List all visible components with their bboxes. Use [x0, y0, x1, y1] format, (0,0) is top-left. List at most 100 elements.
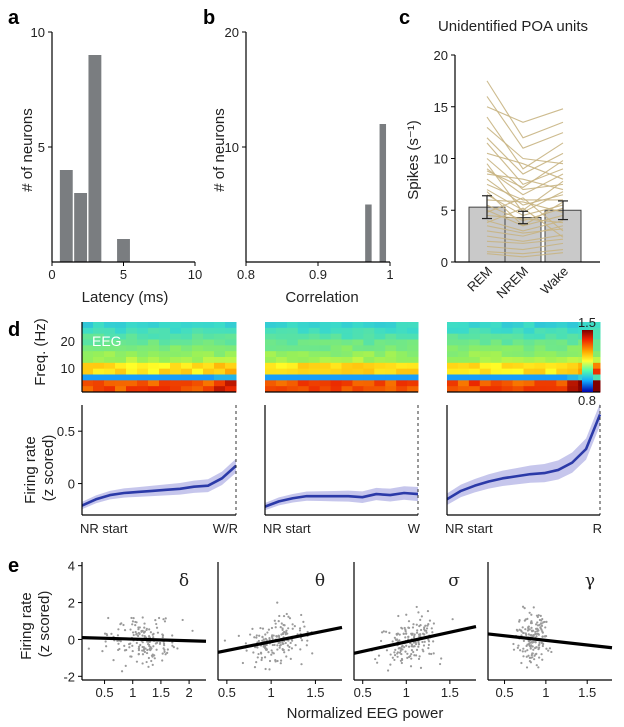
scatter-point: [105, 645, 108, 648]
spectrogram-cell: [341, 368, 353, 375]
scatter-point: [290, 647, 294, 650]
scatter-point: [143, 650, 146, 654]
spectrogram-cell: [447, 386, 459, 393]
spectrogram-cell: [203, 374, 215, 381]
scatter-point: [421, 640, 424, 644]
spectrogram-cell: [385, 362, 397, 370]
scatter-ylabel-line2: (z scored): [36, 591, 53, 658]
spectrogram-cell: [181, 357, 193, 364]
spectrogram-cell: [490, 374, 503, 381]
scatter-point: [303, 625, 306, 628]
unit-line: [486, 152, 564, 180]
scatter-point: [527, 633, 530, 636]
firing-start-label: NR start: [263, 521, 311, 536]
scatter-point: [270, 626, 274, 630]
spectrogram-cell: [93, 339, 105, 346]
spectrogram-cell: [265, 345, 277, 352]
scatter-point: [430, 652, 433, 656]
scatter-point: [421, 648, 424, 651]
scatter-point: [414, 641, 417, 644]
unit-line: [486, 225, 564, 237]
state-category-label: NREM: [493, 264, 531, 302]
spectrogram-cell: [308, 362, 321, 370]
unit-line: [486, 199, 564, 213]
spectrogram-cell: [545, 362, 557, 370]
scatter-point: [541, 635, 544, 638]
scatter-point: [534, 641, 537, 644]
scatter-point: [143, 647, 146, 651]
scatter-point: [427, 643, 430, 646]
scatter-point: [258, 634, 261, 637]
scatter-point: [423, 640, 426, 643]
spectrogram-cell: [468, 380, 481, 387]
spectrogram-cell: [396, 339, 408, 346]
scatter-point: [413, 654, 416, 657]
spectrogram-cell: [93, 368, 105, 375]
spectrogram-cell: [93, 362, 105, 370]
spectrogram-cell: [286, 386, 299, 393]
spectrogram-cell: [341, 374, 353, 381]
spectrogram-cell: [512, 374, 524, 381]
spectrogram-cell: [490, 339, 503, 346]
unit-line: [486, 160, 564, 189]
spectrogram-cell: [330, 362, 342, 370]
scatter-point: [419, 618, 422, 621]
spectrogram-cell: [319, 345, 332, 352]
spectrogram-cell: [225, 327, 237, 335]
band-label: δ: [179, 571, 189, 591]
spectrogram-cell: [297, 322, 310, 329]
scatter-point: [525, 644, 528, 648]
scatter-point: [268, 637, 271, 640]
panel-d-firing-plots: NR start W/R 0 0.5 NR start W NR start R: [57, 403, 602, 536]
panel-b-xlabel: Correlation: [285, 289, 358, 306]
scatter-point: [105, 634, 109, 637]
scatter-point: [524, 628, 527, 631]
spectrogram-cell: [148, 380, 160, 387]
firing-ylabel-line1: Firing rate: [22, 436, 39, 504]
unit-line: [486, 106, 564, 123]
scatter-y-tick-label: -2: [63, 669, 75, 684]
scatter-point: [518, 620, 521, 623]
spectrogram-cell: [192, 362, 204, 370]
scatter-point: [152, 645, 155, 648]
spectrogram-cell: [319, 357, 332, 364]
scatter-point: [404, 636, 407, 639]
scatter-point: [406, 652, 409, 655]
scatter-point: [141, 649, 144, 652]
scatter-point: [155, 622, 158, 626]
scatter-point: [249, 633, 252, 636]
spectrogram-cell: [170, 333, 182, 340]
scatter-point: [135, 621, 138, 624]
spectrogram-cell: [170, 339, 182, 346]
scatter-point: [532, 606, 535, 609]
spectrogram-cell: [126, 339, 138, 346]
spectrogram-cell: [148, 327, 160, 335]
spectrogram-cell: [265, 333, 277, 340]
spectrogram-cell: [181, 327, 193, 335]
scatter-point: [128, 646, 131, 649]
scatter-x-tick-label: 1: [129, 685, 136, 700]
colorbar: [582, 330, 593, 392]
spectrogram-cell: [148, 362, 160, 370]
scatter-point: [418, 625, 421, 628]
scatter-point: [291, 623, 294, 626]
spectrogram-cell: [512, 351, 524, 358]
spectrogram-cell: [137, 351, 149, 358]
spectrogram-cell: [534, 327, 546, 335]
spectrogram-cell: [407, 322, 419, 329]
unit-line: [486, 197, 564, 232]
scatter-x-tick-label: 0.5: [495, 685, 513, 700]
scatter-point: [135, 633, 138, 636]
spectrogram-cell: [148, 357, 160, 364]
spectrogram-cell: [265, 357, 277, 364]
spectrogram-cell: [126, 386, 138, 393]
spectrogram-cell: [468, 322, 481, 329]
scatter-point: [137, 649, 141, 652]
spectrogram-cell: [385, 357, 397, 364]
scatter-point: [404, 629, 407, 633]
scatter-point: [398, 639, 401, 642]
panel-b-x-tick-label: 0.9: [309, 267, 327, 282]
spectrogram-cell: [341, 351, 353, 358]
scatter-point: [145, 660, 148, 664]
unit-line: [486, 137, 564, 175]
